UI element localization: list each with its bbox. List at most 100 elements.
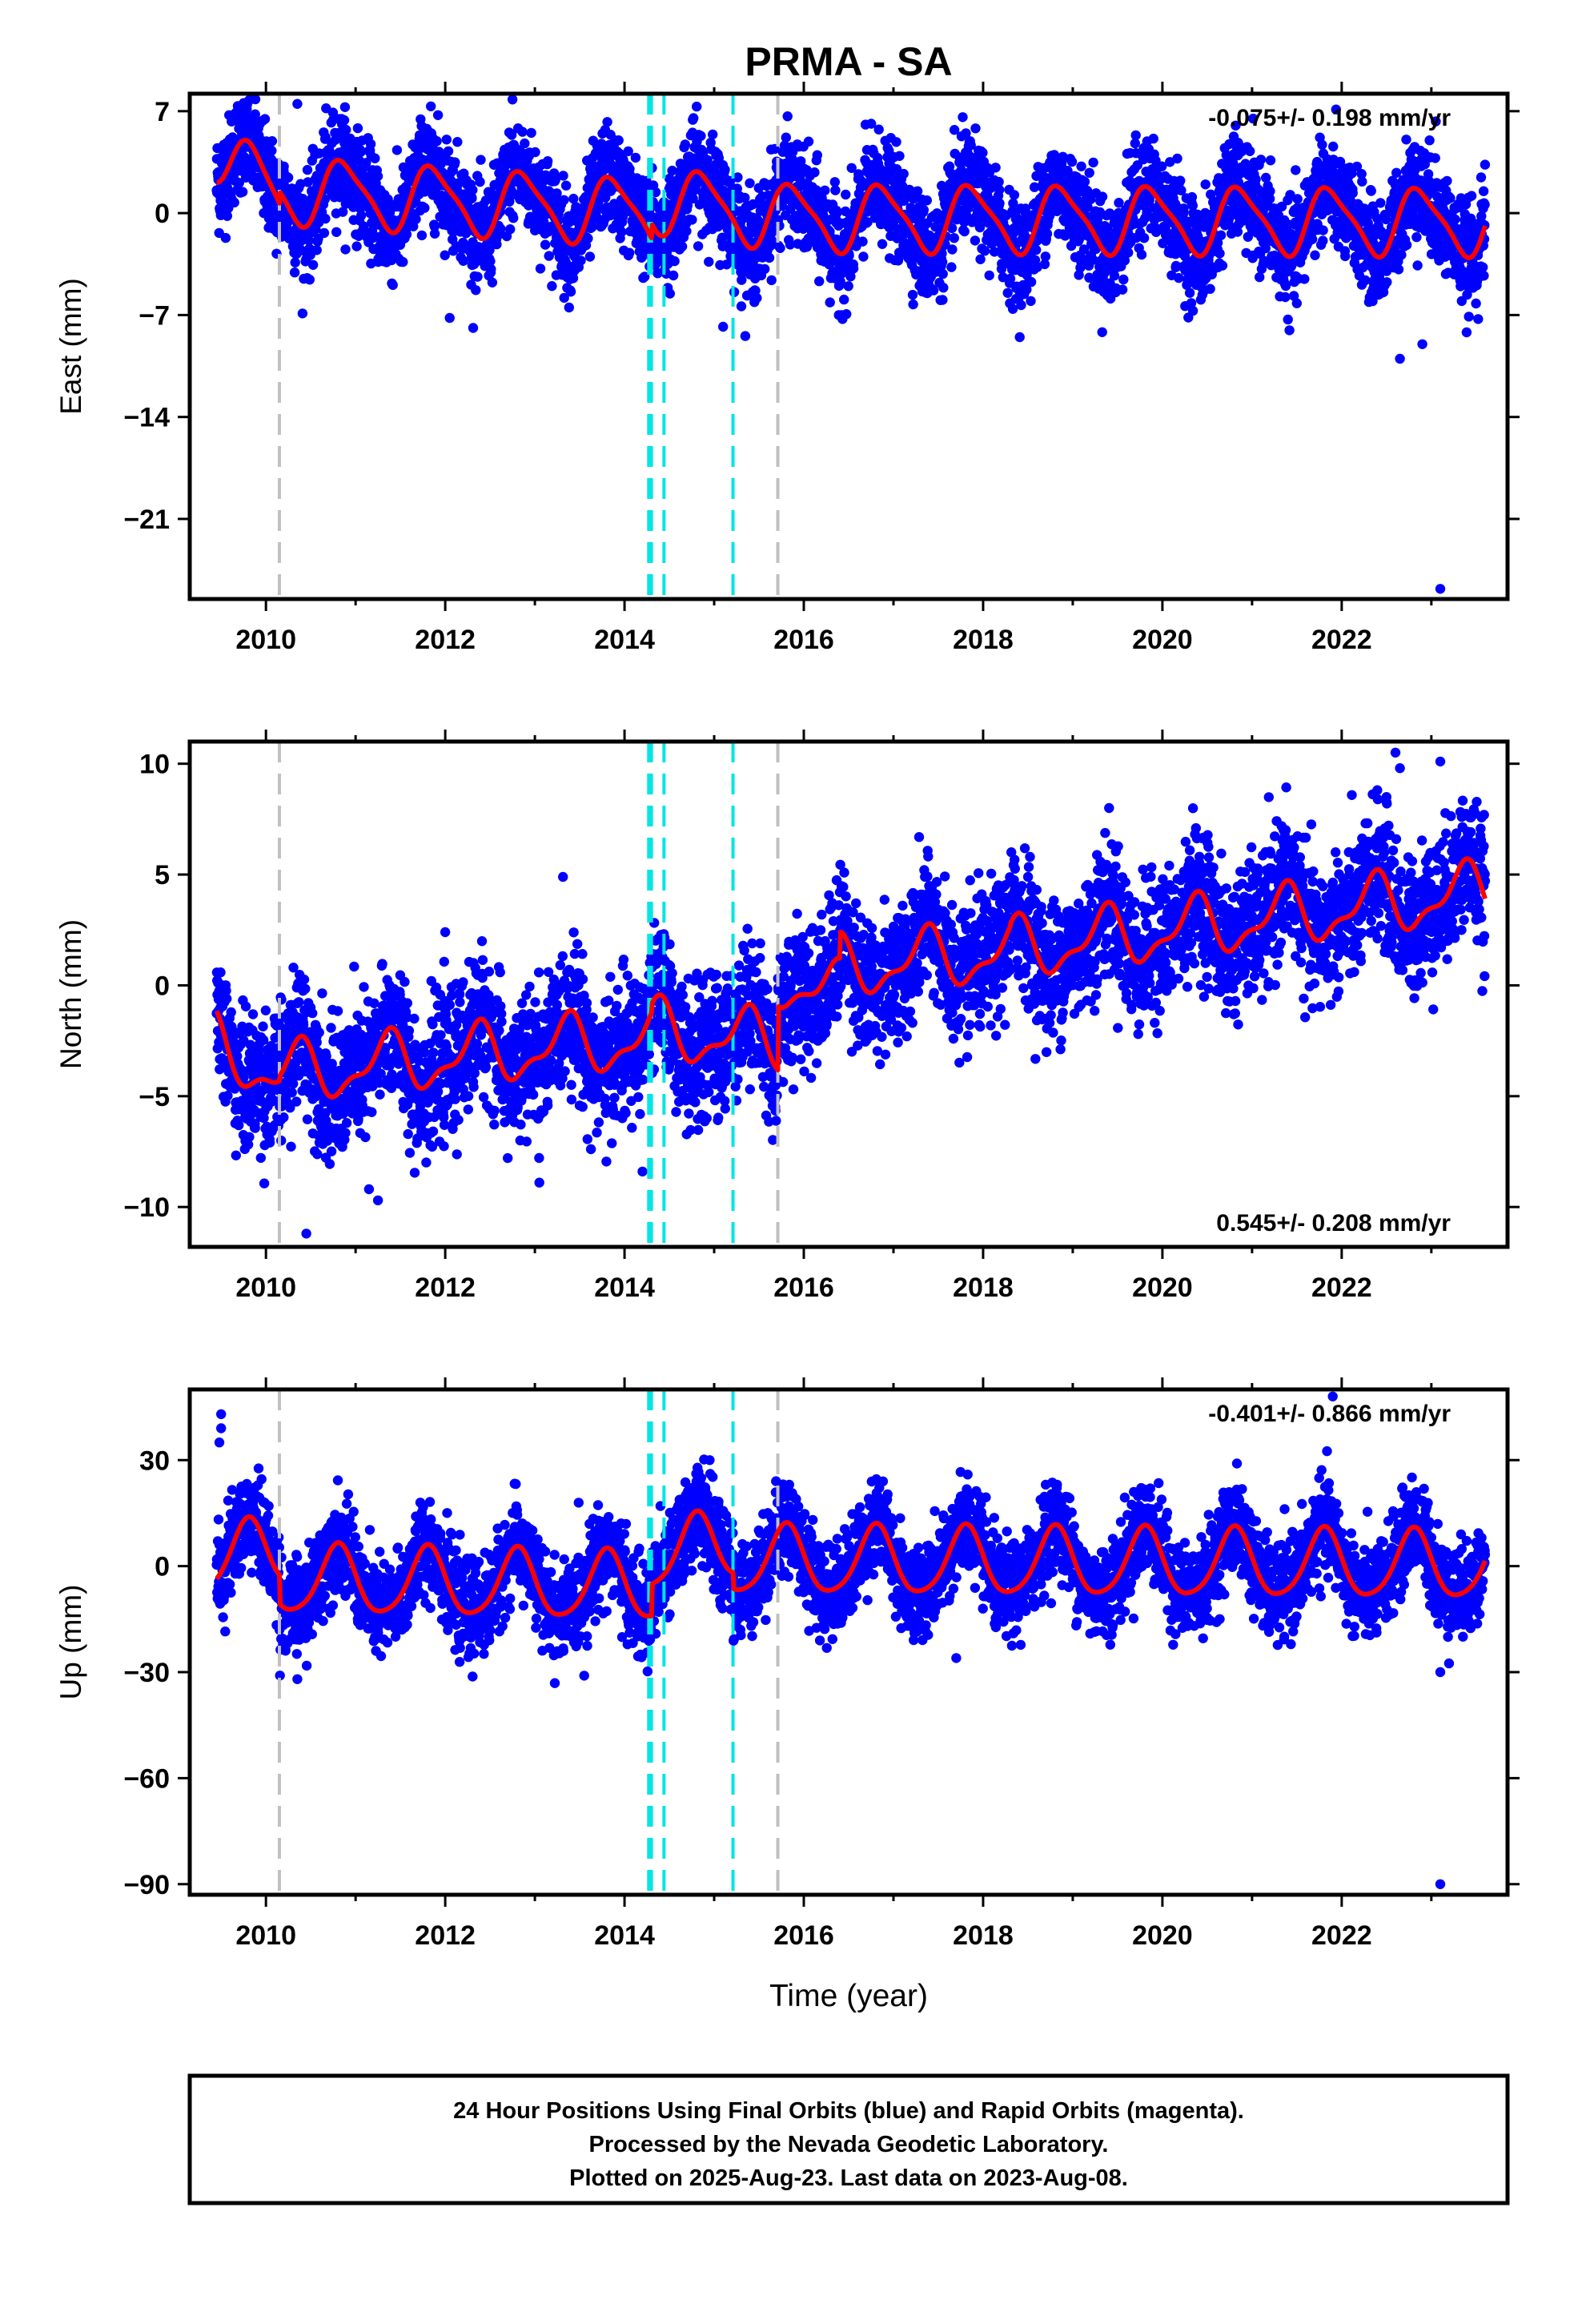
data-point xyxy=(1138,233,1150,243)
data-point xyxy=(1088,157,1098,168)
data-point xyxy=(820,185,830,195)
data-point xyxy=(1375,198,1386,208)
data-point xyxy=(411,214,421,224)
data-point xyxy=(443,146,454,156)
data-point xyxy=(898,168,909,179)
data-point xyxy=(290,257,300,267)
data-point xyxy=(504,196,515,207)
data-point xyxy=(1382,277,1392,287)
data-point xyxy=(1130,130,1141,141)
data-point xyxy=(398,256,408,267)
data-point xyxy=(613,135,624,146)
data-point xyxy=(1079,176,1090,187)
data-point xyxy=(1265,155,1276,166)
data-point xyxy=(540,239,551,250)
data-point xyxy=(1040,251,1051,262)
data-point xyxy=(1084,167,1094,178)
data-point xyxy=(616,227,627,237)
data-point xyxy=(558,171,568,181)
data-point xyxy=(1328,141,1339,152)
data-point xyxy=(1184,287,1195,298)
data-point xyxy=(338,207,348,217)
data-point xyxy=(331,227,342,237)
data-point xyxy=(1360,275,1371,286)
data-point xyxy=(468,185,478,195)
data-point xyxy=(1136,249,1147,260)
data-point xyxy=(1187,305,1199,316)
data-point xyxy=(355,147,366,158)
data-point xyxy=(1016,300,1026,311)
data-point xyxy=(918,204,930,215)
data-point xyxy=(1396,250,1407,260)
data-point xyxy=(812,150,822,160)
data-point xyxy=(803,136,814,147)
data-point xyxy=(327,107,339,118)
data-point xyxy=(559,195,569,205)
data-point xyxy=(921,195,933,206)
data-point xyxy=(1393,264,1404,275)
data-point xyxy=(912,186,923,196)
data-point xyxy=(994,184,1005,195)
data-point xyxy=(564,302,574,313)
data-point xyxy=(416,230,428,241)
data-point xyxy=(1412,260,1423,271)
data-point xyxy=(602,117,612,127)
data-point xyxy=(560,180,572,191)
data-point xyxy=(576,255,586,266)
data-point xyxy=(426,101,436,111)
data-point xyxy=(781,132,791,143)
data-point xyxy=(391,145,403,155)
data-point xyxy=(1307,234,1318,244)
data-point xyxy=(630,152,641,163)
data-point xyxy=(452,178,464,189)
data-point xyxy=(760,263,770,275)
data-point xyxy=(250,94,261,105)
data-point xyxy=(1175,175,1186,186)
data-point xyxy=(429,221,440,231)
data-point xyxy=(1251,174,1261,185)
data-point xyxy=(485,256,496,267)
data-point xyxy=(624,247,635,258)
data-point xyxy=(843,281,853,292)
data-point xyxy=(458,255,468,266)
data-point xyxy=(496,223,506,234)
data-point xyxy=(550,175,560,185)
data-point xyxy=(1401,135,1411,145)
data-point xyxy=(1283,314,1293,325)
data-point xyxy=(1082,185,1093,196)
data-point xyxy=(542,156,553,167)
data-point xyxy=(468,323,479,333)
data-point xyxy=(1031,244,1042,255)
data-point xyxy=(841,189,851,200)
data-point xyxy=(848,263,859,274)
data-point xyxy=(1357,176,1367,187)
data-point xyxy=(959,226,970,237)
data-point xyxy=(764,252,775,263)
data-point xyxy=(1009,190,1020,200)
data-point xyxy=(401,229,412,239)
data-point xyxy=(680,139,690,150)
data-point xyxy=(1215,248,1225,259)
data-point xyxy=(752,292,762,304)
data-point xyxy=(530,147,540,158)
data-point xyxy=(302,164,313,175)
data-point xyxy=(526,127,536,139)
data-point xyxy=(704,256,714,267)
data-point xyxy=(877,239,888,249)
data-point xyxy=(708,129,718,140)
data-point xyxy=(1265,186,1275,196)
data-point xyxy=(1401,239,1412,251)
data-point xyxy=(1380,214,1391,225)
data-point xyxy=(544,251,554,261)
data-point xyxy=(841,309,852,320)
data-point xyxy=(937,257,948,267)
data-point xyxy=(1318,225,1328,235)
east-panel: 2010 2012 2014 2016 2018 2020 202270−7−14−21Ea… xyxy=(54,82,1520,655)
data-point xyxy=(994,198,1005,209)
data-point xyxy=(1217,260,1228,271)
data-point xyxy=(984,270,994,281)
data-point xyxy=(946,262,957,272)
data-point xyxy=(1245,146,1255,156)
data-point xyxy=(693,241,704,251)
